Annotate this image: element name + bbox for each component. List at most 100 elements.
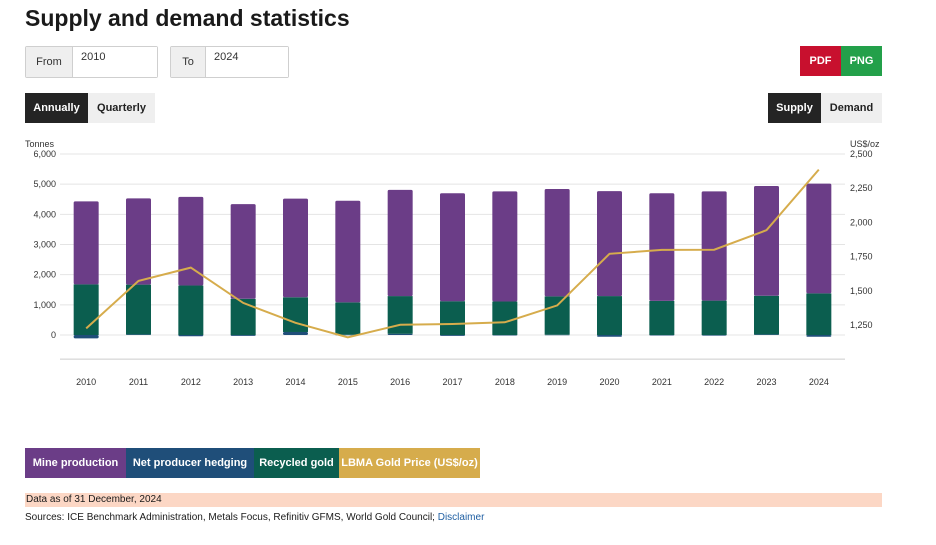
- x-tick-label: 2018: [495, 377, 515, 387]
- hedging-bar: [178, 335, 204, 337]
- y-tick-label: 6,000: [33, 149, 56, 159]
- hedging-bar: [754, 334, 779, 335]
- y2-axis-title: US$/oz: [850, 139, 880, 149]
- y-tick-label: 0: [51, 330, 56, 340]
- x-tick-label: 2011: [129, 377, 148, 387]
- recycled-gold-bar: [806, 293, 832, 335]
- recycled-gold-bar: [701, 300, 727, 335]
- x-tick-label: 2014: [285, 377, 305, 387]
- x-tick-label: 2015: [338, 377, 358, 387]
- x-tick-label: 2024: [809, 377, 829, 387]
- y-tick-label: 1,000: [33, 300, 56, 310]
- recycled-gold-bar: [126, 284, 151, 335]
- x-tick-label: 2010: [76, 377, 96, 387]
- x-tick-label: 2019: [547, 377, 567, 387]
- hedging-bar: [544, 334, 570, 336]
- recycled-gold-bar: [440, 301, 465, 335]
- supply-tab[interactable]: Supply: [768, 93, 821, 123]
- hedging-bar: [440, 335, 465, 336]
- chart-axes: Tonnes US$/oz 0 1,000 2,000 3,000 4,000 5,000…: [25, 139, 880, 387]
- recycled-gold-bar: [544, 296, 570, 335]
- demand-tab[interactable]: Demand: [829, 102, 874, 114]
- hedging-bar: [597, 335, 622, 337]
- legend-mine-production[interactable]: Mine production: [25, 448, 126, 478]
- y2-tick-label: 2,000: [850, 217, 873, 227]
- recycled-gold-bar: [387, 296, 413, 334]
- x-tick-label: 2023: [756, 377, 776, 387]
- y-tick-label: 5,000: [33, 179, 56, 189]
- disclaimer-link[interactable]: Disclaimer: [437, 512, 485, 523]
- hedging-bar: [230, 335, 256, 336]
- from-year-input[interactable]: [73, 47, 157, 77]
- hedging-bar: [806, 335, 832, 337]
- hedging-bar: [649, 335, 675, 336]
- mine-production-bar: [440, 193, 465, 302]
- recycled-gold-bar: [73, 284, 99, 335]
- x-tick-label: 2020: [599, 377, 619, 387]
- supply-chart: Tonnes US$/oz 0 1,000 2,000 3,000 4,000 5,000…: [25, 139, 880, 387]
- sources-label: Sources: ICE Benchmark Administration, M…: [25, 512, 438, 523]
- hedging-bar: [283, 331, 308, 335]
- y2-tick-label: 2,500: [850, 149, 873, 159]
- y2-tick-label: 1,750: [850, 252, 873, 262]
- page-title: Supply and demand statistics: [25, 5, 350, 31]
- period-toggle: Annually Quarterly: [25, 93, 155, 123]
- mine-production-bar: [544, 188, 570, 297]
- recycled-gold-bar: [754, 295, 779, 335]
- quarterly-tab[interactable]: Quarterly: [97, 102, 146, 114]
- to-year-input[interactable]: [206, 47, 288, 77]
- y-tick-label: 2,000: [33, 270, 56, 280]
- x-tick-label: 2016: [390, 377, 410, 387]
- mine-production-bar: [754, 185, 779, 296]
- y2-tick-label: 1,250: [850, 320, 873, 330]
- mine-production-bar: [597, 191, 622, 297]
- mine-production-bar: [387, 189, 413, 297]
- mine-production-bar: [806, 183, 832, 294]
- x-tick-label: 2017: [442, 377, 462, 387]
- data-date-note: Data as of 31 December, 2024: [25, 493, 882, 507]
- annually-tab[interactable]: Annually: [25, 93, 88, 123]
- gold-price-line: [85, 168, 820, 339]
- x-tick-label: 2012: [181, 377, 201, 387]
- y-axis-title: Tonnes: [25, 139, 55, 149]
- sources-text: Sources: ICE Benchmark Administration, M…: [25, 512, 484, 523]
- legend-lbma-gold-price[interactable]: LBMA Gold Price (US$/oz): [339, 448, 480, 478]
- y-tick-label: 3,000: [33, 240, 56, 250]
- mine-production-bar: [126, 198, 151, 285]
- recycled-gold-bar: [649, 300, 675, 335]
- recycled-gold-bar: [492, 301, 518, 335]
- mine-production-bar: [283, 198, 308, 298]
- recycled-gold-bar: [230, 298, 256, 335]
- mine-production-bar: [230, 204, 256, 299]
- pdf-export-button[interactable]: PDF: [800, 46, 841, 76]
- legend-net-producer-hedging[interactable]: Net producer hedging: [126, 448, 254, 478]
- legend-recycled-gold[interactable]: Recycled gold: [254, 448, 339, 478]
- hedging-bar: [126, 334, 151, 335]
- mine-production-bar: [178, 196, 204, 286]
- recycled-gold-bar: [335, 302, 361, 335]
- to-label: To: [171, 47, 206, 77]
- mine-production-bar: [335, 200, 361, 303]
- from-range: From: [25, 46, 158, 78]
- mine-production-bar: [492, 191, 518, 302]
- recycled-gold-bar: [283, 297, 308, 332]
- chart-bars: [73, 183, 832, 339]
- x-tick-label: 2013: [233, 377, 253, 387]
- x-tick-label: 2021: [652, 377, 672, 387]
- chart-legend: Mine production Net producer hedging Rec…: [25, 448, 480, 478]
- y2-tick-label: 2,250: [850, 183, 873, 193]
- view-toggle: Supply Demand: [768, 93, 882, 123]
- hedging-bar: [73, 335, 99, 339]
- y2-tick-label: 1,500: [850, 286, 873, 296]
- y-tick-label: 4,000: [33, 209, 56, 219]
- to-range: To: [170, 46, 289, 78]
- from-label: From: [26, 47, 73, 77]
- mine-production-bar: [73, 201, 99, 285]
- recycled-gold-bar: [597, 296, 622, 335]
- hedging-bar: [387, 333, 413, 335]
- recycled-gold-bar: [178, 285, 204, 335]
- hedging-bar: [701, 335, 727, 336]
- mine-production-bar: [649, 193, 675, 301]
- hedging-bar: [492, 335, 518, 336]
- png-export-button[interactable]: PNG: [841, 46, 882, 76]
